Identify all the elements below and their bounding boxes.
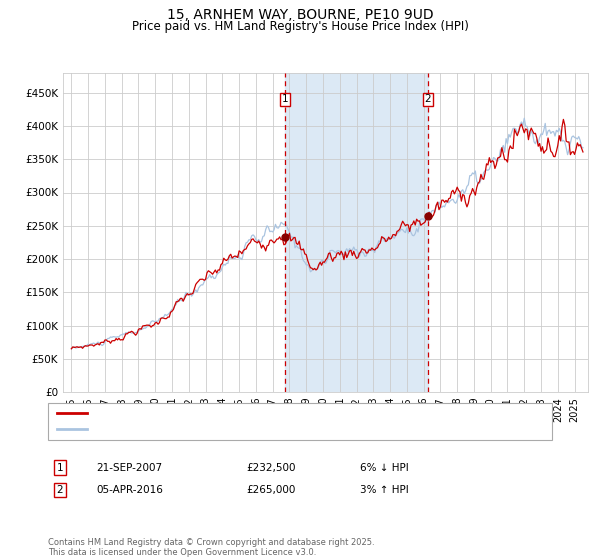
Text: £232,500: £232,500 <box>246 463 296 473</box>
Text: 2: 2 <box>425 95 431 104</box>
Bar <box>285 73 428 392</box>
Text: Contains HM Land Registry data © Crown copyright and database right 2025.
This d: Contains HM Land Registry data © Crown c… <box>48 538 374 557</box>
Text: HPI: Average price, detached house, South Kesteven: HPI: Average price, detached house, Sout… <box>93 424 367 435</box>
Text: 3% ↑ HPI: 3% ↑ HPI <box>360 485 409 495</box>
Text: Price paid vs. HM Land Registry's House Price Index (HPI): Price paid vs. HM Land Registry's House … <box>131 20 469 32</box>
Text: 15, ARNHEM WAY, BOURNE, PE10 9UD (detached house): 15, ARNHEM WAY, BOURNE, PE10 9UD (detach… <box>93 408 387 418</box>
Text: 6% ↓ HPI: 6% ↓ HPI <box>360 463 409 473</box>
Text: 15, ARNHEM WAY, BOURNE, PE10 9UD: 15, ARNHEM WAY, BOURNE, PE10 9UD <box>167 8 433 22</box>
Text: 1: 1 <box>281 95 288 104</box>
Text: 05-APR-2016: 05-APR-2016 <box>96 485 163 495</box>
Text: 21-SEP-2007: 21-SEP-2007 <box>96 463 162 473</box>
Text: 2: 2 <box>56 485 64 495</box>
Text: £265,000: £265,000 <box>246 485 295 495</box>
Text: 1: 1 <box>56 463 64 473</box>
